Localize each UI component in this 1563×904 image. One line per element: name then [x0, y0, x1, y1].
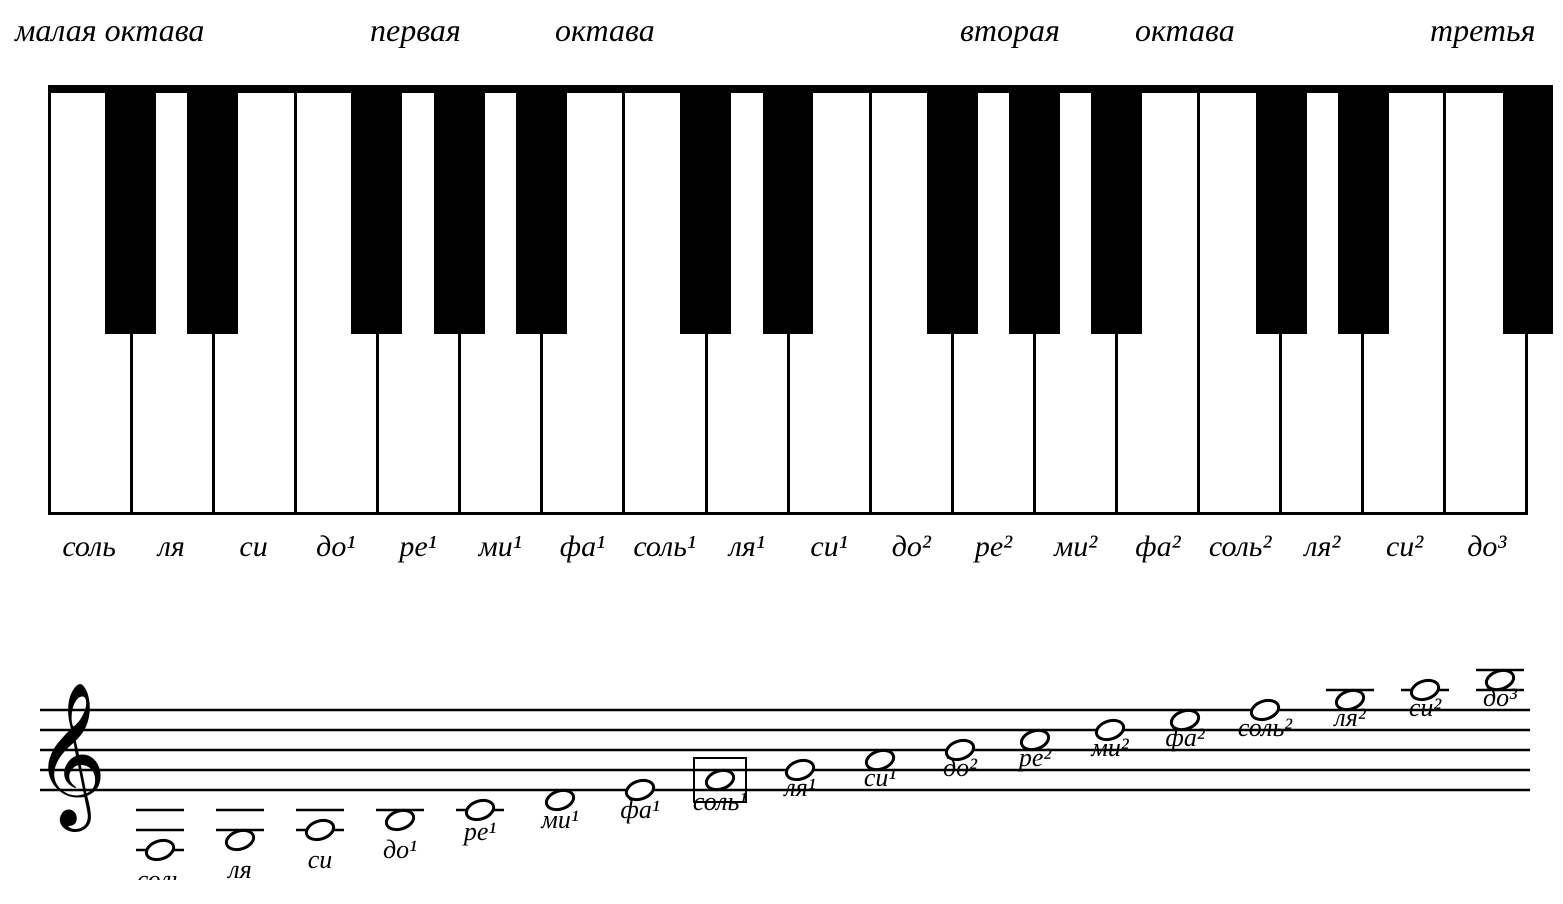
diagram-container: малая октава первая октава вторая октава трет…: [0, 0, 1563, 904]
note-name-label: до¹: [295, 530, 377, 570]
staff-note-label: ля²: [1332, 703, 1366, 732]
note-name-label: соль¹: [624, 530, 706, 570]
staff-note-label: ре¹: [462, 817, 497, 846]
black-key: [434, 85, 485, 334]
black-key: [927, 85, 978, 334]
black-key: [516, 85, 567, 334]
staff-note-label: фа¹: [620, 795, 659, 824]
staff-note-label: соль²: [1238, 713, 1293, 742]
note-name-label: си: [212, 530, 294, 570]
black-key: [105, 85, 156, 334]
octave-label: октава: [1135, 12, 1235, 49]
note-name-label: до³: [1446, 530, 1528, 570]
piano-keyboard: [48, 85, 1528, 515]
note-name-label: ре²: [952, 530, 1034, 570]
staff-note-label: фа²: [1165, 723, 1205, 752]
staff-note-label: до²: [943, 753, 978, 782]
black-key: [1503, 85, 1554, 334]
black-key: [1338, 85, 1389, 334]
staff-note-label: до³: [1483, 683, 1518, 712]
octave-label: малая октава: [15, 12, 204, 49]
staff-note-label: ре²: [1017, 743, 1053, 772]
octave-label: вторая: [960, 12, 1060, 49]
whole-note: [144, 837, 176, 863]
staff-note-label: си: [308, 845, 333, 874]
whole-note: [304, 817, 336, 843]
staff-note-label: ми²: [1090, 733, 1130, 762]
note-name-label: ля¹: [706, 530, 788, 570]
note-names-row: сольлясидо¹ре¹ми¹фа¹соль¹ля¹си¹до²ре²ми²…: [48, 530, 1528, 570]
note-name-label: ми²: [1035, 530, 1117, 570]
black-keys-container: [48, 85, 1528, 334]
black-key: [1009, 85, 1060, 334]
note-name-label: ля²: [1281, 530, 1363, 570]
octave-labels-row: малая октава первая октава вторая октава трет…: [0, 12, 1563, 52]
note-name-label: ми¹: [459, 530, 541, 570]
staff-container: 𝄞 соль ля си до¹ ре¹ ми¹ фа¹ соль¹ ля¹ си¹ до² ре² ми…: [20, 620, 1540, 880]
black-key: [187, 85, 238, 334]
black-key: [680, 85, 731, 334]
staff-note-label: соль: [137, 865, 184, 880]
octave-label: первая: [370, 12, 461, 49]
staff-note-label: си¹: [864, 763, 897, 792]
note-name-label: соль²: [1199, 530, 1281, 570]
note-name-label: соль: [48, 530, 130, 570]
staff-note-label: до¹: [383, 835, 417, 864]
note-name-label: ля: [130, 530, 212, 570]
note-name-label: фа²: [1117, 530, 1199, 570]
black-key: [763, 85, 814, 334]
staff-note-label: ля¹: [782, 773, 815, 802]
note-name-label: ре¹: [377, 530, 459, 570]
black-key: [1256, 85, 1307, 334]
note-name-label: фа¹: [541, 530, 623, 570]
black-key: [351, 85, 402, 334]
staff-note-label: си²: [1409, 693, 1443, 722]
staff-note-label: ля: [226, 855, 251, 880]
treble-clef-icon: 𝄞: [33, 685, 106, 832]
note-name-label: си¹: [788, 530, 870, 570]
staff-note-label: ми¹: [540, 805, 579, 834]
staff-svg: 𝄞 соль ля си до¹ ре¹ ми¹ фа¹ соль¹ ля¹ си¹ до² ре² ми…: [20, 620, 1540, 880]
note-name-label: си²: [1364, 530, 1446, 570]
note-name-label: до²: [870, 530, 952, 570]
black-key: [1091, 85, 1142, 334]
octave-label: третья: [1430, 12, 1535, 49]
staff-note-label: соль¹: [693, 787, 747, 816]
octave-label: октава: [555, 12, 655, 49]
